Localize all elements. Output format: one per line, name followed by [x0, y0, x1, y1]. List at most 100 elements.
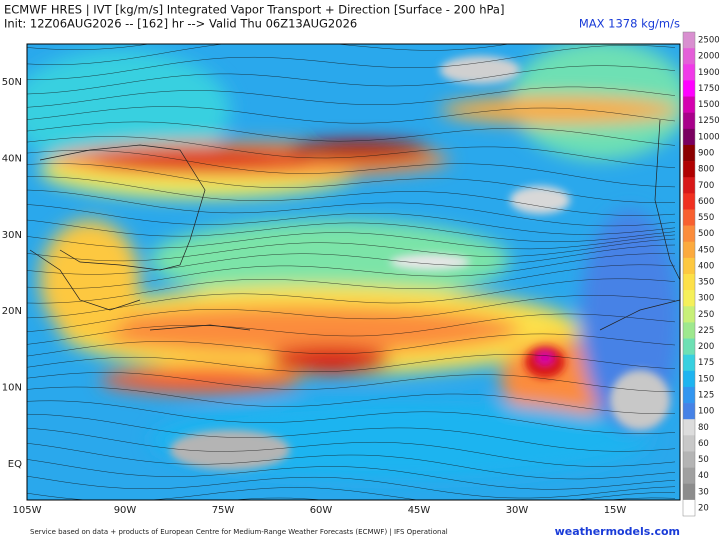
colorbar-label: 1500	[698, 100, 720, 110]
colorbar-swatch	[683, 419, 695, 436]
colorbar-label: 400	[698, 261, 714, 271]
colorbar-swatch	[683, 274, 695, 291]
streamline	[27, 459, 676, 490]
colorbar-label: 60	[698, 439, 709, 449]
colorbar-swatch	[683, 370, 695, 388]
colorbar-swatch	[683, 483, 695, 501]
colorbar-label: 1000	[698, 132, 720, 142]
streamline	[27, 475, 676, 499]
streamline	[27, 372, 676, 393]
streamline	[27, 163, 676, 203]
streamline	[27, 44, 151, 50]
colorbar-swatch	[683, 290, 695, 307]
streamline	[27, 65, 676, 95]
latitude-label: 50N	[2, 77, 22, 88]
ivt-field	[27, 44, 680, 500]
colorbar-swatch	[683, 322, 695, 339]
colorbar-label: 250	[698, 310, 714, 320]
colorbar-label: 350	[698, 278, 714, 288]
streamline	[27, 253, 676, 289]
colorbar-label: 40	[698, 471, 709, 481]
colorbar-swatch	[683, 128, 695, 146]
latitude-label: 30N	[2, 230, 22, 241]
colorbar-swatch	[683, 64, 695, 81]
colorbar-swatch	[683, 306, 695, 323]
colorbar-label: 300	[698, 294, 714, 304]
colorbar-swatch	[683, 193, 695, 210]
subtitle: Init: 12Z06AUG2026 -- [162] hr --> Valid…	[4, 17, 357, 31]
colorbar-frame	[682, 31, 696, 517]
latitude-label: 40N	[2, 153, 22, 164]
title: ECMWF HRES | IVT [kg/m/s] Integrated Vap…	[4, 3, 504, 17]
colorbar-swatch	[683, 386, 695, 404]
longitude-label: 15W	[604, 505, 627, 516]
streamline	[27, 176, 676, 216]
colorbar-label: 30	[698, 487, 709, 497]
colorbar-label: 100	[698, 407, 714, 417]
colorbar-swatch	[683, 144, 695, 162]
latitude-label: 20N	[2, 306, 22, 317]
longitude-label: 105W	[13, 505, 42, 516]
streamline	[27, 427, 676, 467]
streamline	[27, 238, 676, 262]
colorbar-label: 20	[698, 503, 709, 513]
colorbar-label: 700	[698, 181, 714, 191]
colorbar-label: 550	[698, 213, 714, 223]
colorbar-swatch	[683, 403, 695, 420]
longitude-label: 45W	[408, 505, 431, 516]
streamline	[27, 400, 676, 434]
streamline	[27, 121, 676, 146]
colorbar-swatch	[683, 338, 695, 355]
site: weathermodels.com	[555, 525, 680, 538]
colorbar-label: 175	[698, 358, 714, 368]
streamline	[27, 333, 676, 357]
colorbar-swatch	[683, 257, 695, 275]
colorbar-label: 2000	[698, 52, 720, 62]
streamline	[27, 244, 676, 275]
colorbar-swatch	[683, 48, 695, 65]
colorbar-swatch	[683, 499, 695, 517]
colorbar-swatch	[683, 451, 695, 468]
max-label: MAX 1378 kg/m/s	[579, 17, 680, 31]
colorbar-label: 500	[698, 229, 714, 239]
colorbar-swatch	[683, 96, 695, 113]
colorbar-swatch	[683, 80, 695, 97]
streamline	[27, 443, 676, 480]
colorbar-swatch	[683, 435, 695, 452]
streamline	[27, 232, 676, 250]
latitude-label: EQ	[8, 459, 22, 470]
longitude-label: 30W	[506, 505, 529, 516]
streamline	[27, 204, 676, 235]
colorbar-label: 50	[698, 455, 709, 465]
streamline	[27, 413, 676, 452]
streamline	[27, 313, 676, 345]
streamline	[27, 44, 511, 65]
colorbar-label: 225	[698, 326, 714, 336]
colorbar-label: 2500	[698, 36, 720, 46]
colorbar-swatch	[683, 209, 695, 226]
credit: Service based on data + products of Euro…	[30, 528, 448, 536]
longitude-label: 75W	[212, 505, 235, 516]
colorbar-label: 900	[698, 149, 714, 159]
streamline	[27, 106, 676, 124]
colorbar-swatch	[683, 177, 695, 194]
latitude-label: 10N	[2, 383, 22, 394]
streamline	[27, 45, 676, 80]
colorbar-label: 1750	[698, 84, 720, 94]
colorbar-label: 1250	[698, 116, 720, 126]
colorbar-swatch	[683, 161, 695, 178]
colorbar-label: 450	[698, 245, 714, 255]
longitude-label: 90W	[114, 505, 137, 516]
streamline	[27, 219, 676, 243]
colorbar-swatch	[683, 112, 695, 130]
streamline	[27, 295, 676, 332]
colorbar-label: 80	[698, 423, 709, 433]
streamline	[27, 278, 676, 319]
streamline	[27, 487, 676, 500]
colorbar-swatch	[683, 225, 695, 243]
colorbar-swatch	[683, 241, 695, 259]
colorbar-label: 1900	[698, 68, 720, 78]
streamline	[27, 150, 676, 188]
